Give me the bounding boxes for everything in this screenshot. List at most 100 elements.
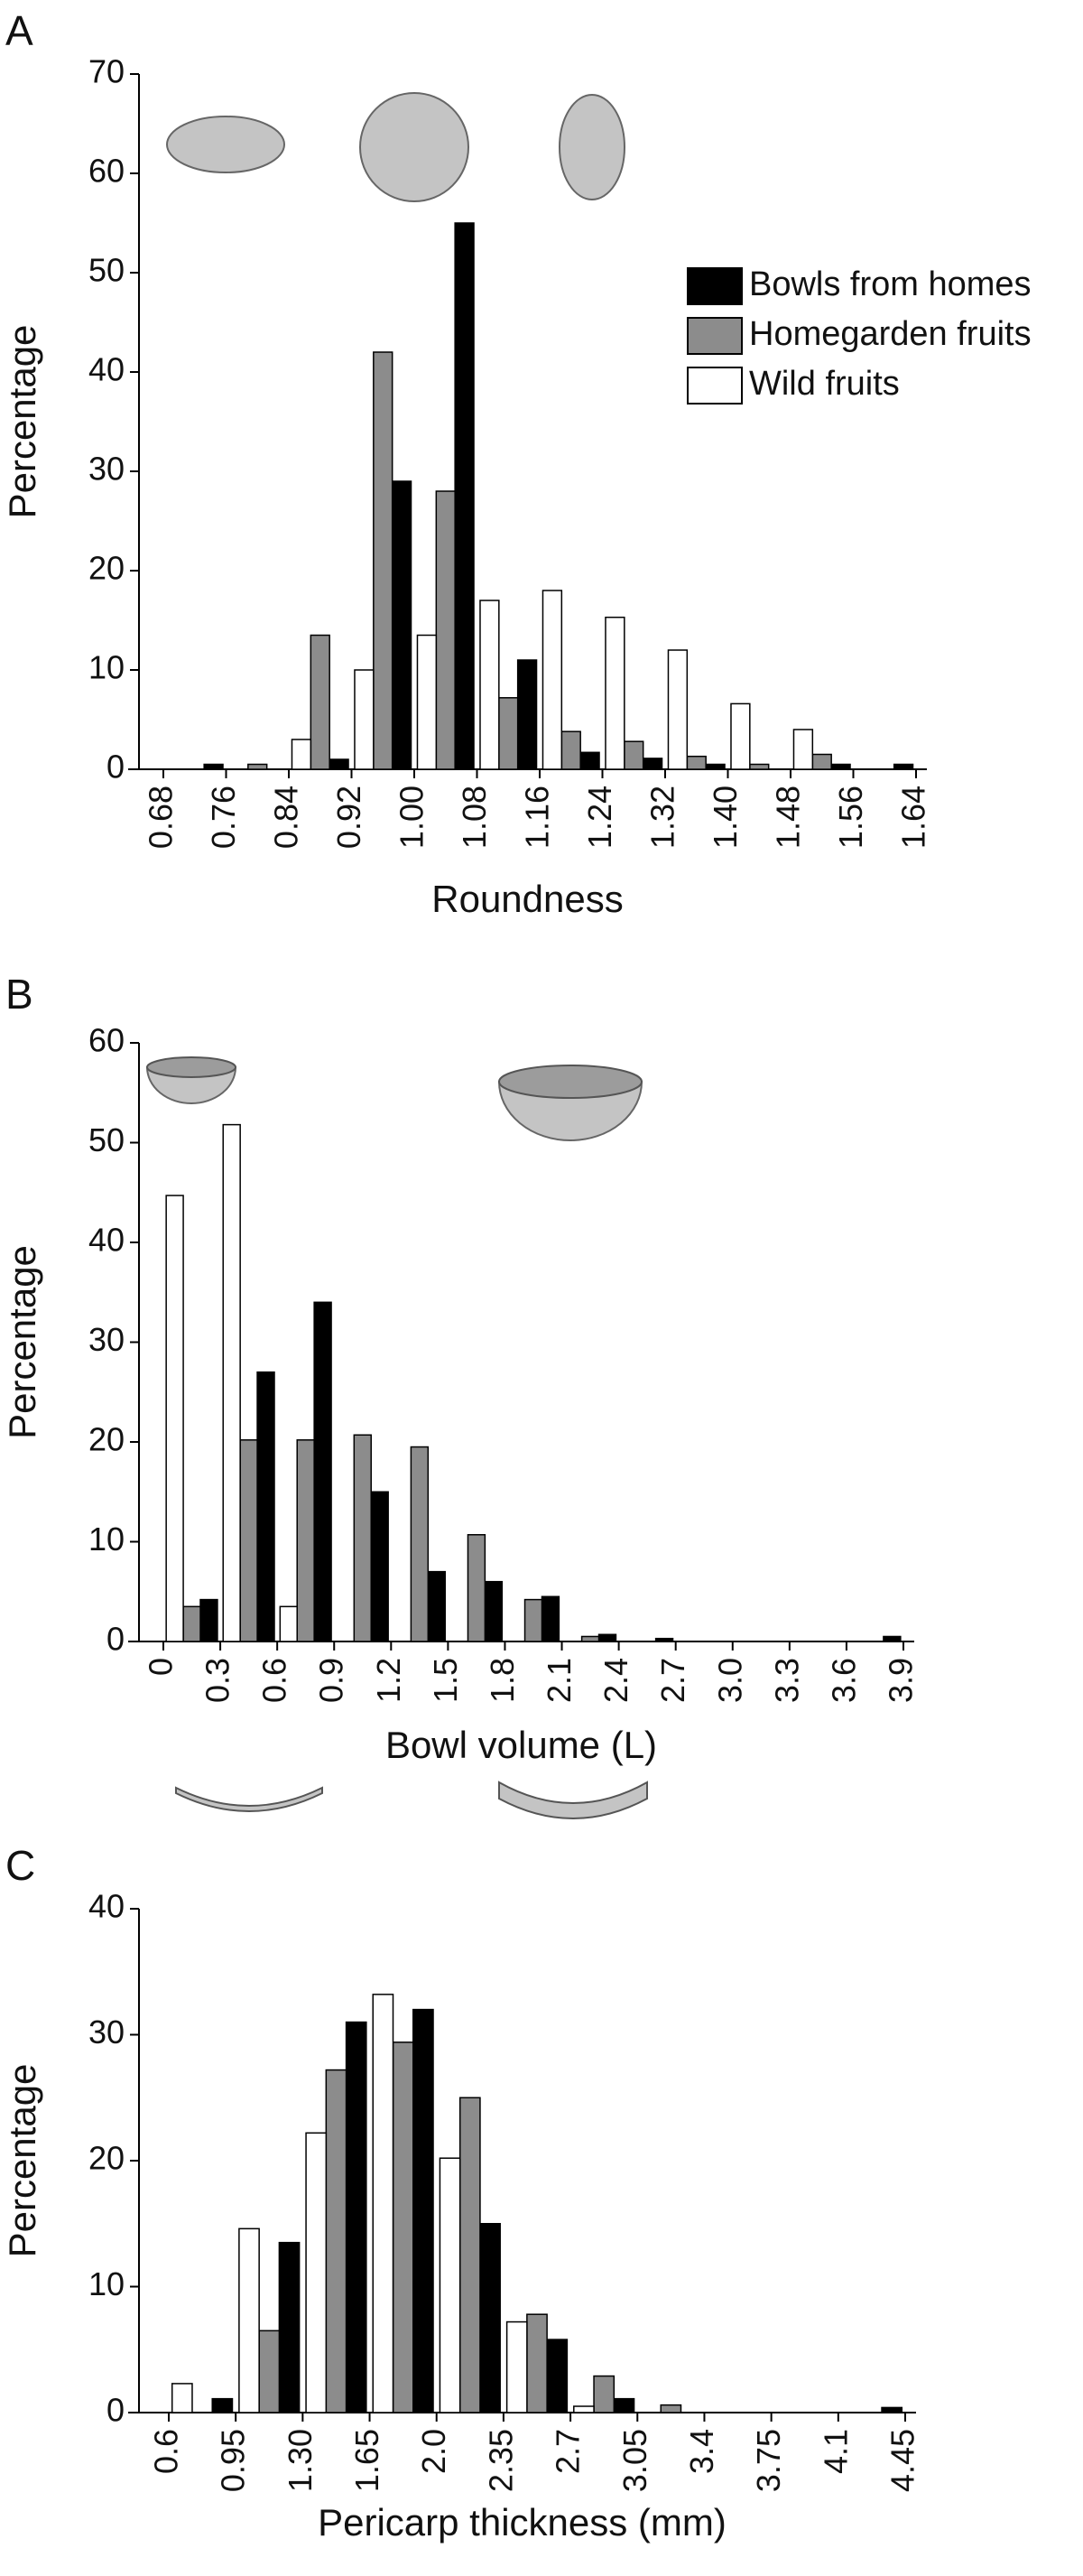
bar — [458, 2097, 481, 2413]
x-tick-label: 0.95 — [215, 2429, 252, 2492]
x-tick-label: 4.45 — [884, 2429, 921, 2492]
x-tick-label: 2.1 — [541, 1658, 578, 1703]
bar — [256, 1371, 275, 1642]
y-tick-label: 20 — [88, 550, 125, 587]
bar — [792, 729, 814, 770]
bar — [467, 1534, 486, 1642]
bar — [412, 2008, 434, 2413]
y-tick-label: 10 — [88, 649, 125, 686]
bar — [705, 763, 726, 770]
bar — [211, 2397, 234, 2413]
icon-flat — [166, 116, 285, 173]
bar — [370, 1491, 389, 1642]
bar — [516, 659, 538, 770]
legend-swatch — [687, 267, 743, 305]
bar — [247, 763, 268, 770]
bar — [354, 669, 375, 770]
x-tick-label: 3.0 — [711, 1658, 748, 1703]
x-tick-label: 1.16 — [519, 786, 556, 849]
bar — [279, 1605, 298, 1642]
bar — [391, 480, 412, 770]
x-tick-label: 3.4 — [683, 2429, 720, 2474]
x-tick-label: 1.48 — [770, 786, 807, 849]
bar — [479, 2223, 501, 2413]
bar — [310, 634, 330, 770]
y-axis-label: Percentage — [1, 2064, 43, 2258]
x-tick-label: 1.5 — [427, 1658, 464, 1703]
y-tick-label: 20 — [88, 1421, 125, 1458]
x-tick-label: 0.68 — [143, 786, 180, 849]
x-tick-label: 1.08 — [456, 786, 493, 849]
bar — [325, 2069, 347, 2413]
bar — [593, 2375, 616, 2413]
bar — [660, 2404, 682, 2413]
legend-label: Homegarden fruits — [749, 315, 1032, 353]
bar — [597, 1633, 617, 1642]
x-tick-label: 1.65 — [348, 2429, 385, 2492]
icon-tall — [559, 94, 625, 200]
y-tick-label: 0 — [106, 749, 125, 786]
icon-round — [359, 92, 469, 202]
x-tick-label: 0.6 — [256, 1658, 293, 1703]
x-tick-label: 1.2 — [370, 1658, 407, 1703]
x-tick-label: 0.76 — [205, 786, 242, 849]
x-axis-label: Pericarp thickness (mm) — [318, 2501, 727, 2543]
x-tick-label: 3.9 — [883, 1658, 920, 1703]
bar — [541, 1595, 560, 1642]
x-tick-label: 2.35 — [482, 2429, 519, 2492]
x-tick-label: 0.9 — [313, 1658, 350, 1703]
bar — [454, 222, 475, 770]
y-tick-label: 30 — [88, 2013, 125, 2051]
bar — [182, 1605, 201, 1642]
legend-swatch — [687, 317, 743, 355]
x-tick-label: 1.00 — [393, 786, 430, 849]
icon-thick-pericarp — [498, 1781, 648, 1819]
panel-label: C — [5, 1842, 35, 1889]
bar — [542, 590, 563, 770]
y-tick-label: 50 — [88, 1121, 125, 1158]
bar — [416, 634, 438, 770]
x-tick-label: 3.05 — [616, 2429, 653, 2492]
x-tick-label: 1.24 — [581, 786, 618, 849]
bar — [811, 753, 832, 770]
bar — [830, 763, 851, 770]
legend-swatch — [687, 367, 743, 405]
y-tick-label: 60 — [88, 1022, 125, 1059]
bar — [667, 649, 689, 770]
bar — [439, 2157, 461, 2413]
panel-label: B — [5, 971, 33, 1018]
bar — [345, 2021, 367, 2413]
x-axis-label: Roundness — [431, 878, 623, 920]
y-tick-label: 40 — [88, 351, 125, 388]
bar — [505, 2320, 528, 2413]
bar — [749, 763, 770, 770]
x-tick-label: 1.56 — [832, 786, 869, 849]
y-tick-label: 30 — [88, 1321, 125, 1358]
y-axis-label: Percentage — [1, 1245, 43, 1439]
x-tick-label: 0 — [143, 1658, 180, 1676]
x-tick-label: 3.6 — [825, 1658, 862, 1703]
y-tick-label: 10 — [88, 1520, 125, 1558]
bar — [605, 616, 625, 770]
bar — [560, 730, 581, 770]
bowl-icons — [145, 1056, 643, 1141]
bar — [479, 600, 500, 770]
y-tick-label: 30 — [88, 451, 125, 488]
bar — [523, 1598, 543, 1642]
y-axis-label: Percentage — [1, 325, 43, 519]
bar — [613, 2397, 635, 2413]
bar — [686, 755, 707, 770]
icon-thin-pericarp — [175, 1786, 323, 1812]
bar — [654, 1637, 674, 1642]
bar — [427, 1570, 446, 1642]
shape-icons — [166, 92, 625, 202]
bar — [278, 2241, 301, 2413]
bar — [171, 2383, 193, 2413]
bar — [329, 758, 349, 770]
bar — [392, 2041, 414, 2413]
x-tick-label: 1.32 — [644, 786, 681, 849]
bar — [372, 1994, 394, 2413]
bar — [203, 763, 224, 770]
